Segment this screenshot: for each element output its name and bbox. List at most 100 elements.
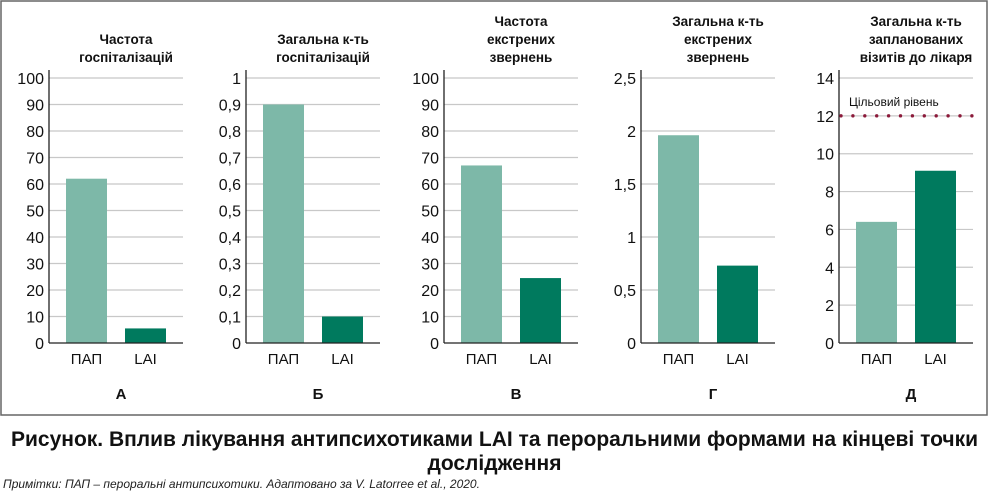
y-tick-label: 30 bbox=[421, 257, 439, 274]
panel-title-line: звернень bbox=[490, 50, 553, 65]
x-tick-label: ПАП bbox=[466, 351, 497, 368]
y-tick-label: 2 bbox=[825, 298, 834, 315]
target-dot bbox=[839, 114, 843, 118]
bar-lai bbox=[520, 278, 561, 343]
x-tick-label: LAI bbox=[726, 351, 749, 368]
y-tick-label: 70 bbox=[421, 151, 439, 168]
x-tick-label: ПАП bbox=[663, 351, 694, 368]
x-tick-label: LAI bbox=[924, 351, 947, 368]
y-tick-label: 2 bbox=[627, 124, 636, 141]
y-tick-label: 0,3 bbox=[219, 257, 241, 274]
panel-title-line: Загальна к-ть bbox=[870, 14, 962, 29]
target-dot bbox=[898, 114, 903, 118]
figure-border bbox=[0, 0, 988, 416]
y-tick-label: 0 bbox=[627, 336, 636, 353]
y-tick-label: 1 bbox=[627, 230, 636, 247]
target-dot bbox=[946, 114, 950, 118]
panel-title-line: Частота bbox=[100, 32, 153, 47]
figure-panels: Частотагоспіталізацій0102030405060708090… bbox=[0, 0, 988, 416]
y-tick-label: 20 bbox=[421, 283, 439, 300]
y-tick-label: 60 bbox=[421, 177, 439, 194]
y-tick-label: 12 bbox=[816, 109, 834, 126]
panel-letter: Б bbox=[313, 386, 324, 403]
y-tick-label: 20 bbox=[26, 283, 44, 300]
y-tick-label: 0,1 bbox=[219, 310, 241, 327]
y-tick-label: 1,5 bbox=[614, 177, 636, 194]
y-tick-label: 0 bbox=[35, 336, 44, 353]
y-tick-label: 40 bbox=[26, 230, 44, 247]
panel-title-line: Частота bbox=[495, 14, 548, 29]
target-dot bbox=[886, 114, 891, 118]
y-tick-label: 14 bbox=[816, 71, 834, 88]
bar-pap bbox=[66, 178, 107, 343]
y-tick-label: 0,4 bbox=[219, 230, 241, 247]
x-tick-label: LAI bbox=[134, 351, 157, 368]
bar-lai bbox=[717, 265, 758, 343]
panel-letter: В bbox=[511, 386, 522, 403]
y-tick-label: 10 bbox=[26, 310, 44, 327]
bar-pap bbox=[658, 135, 699, 343]
y-tick-label: 100 bbox=[412, 71, 439, 88]
y-tick-label: 80 bbox=[421, 124, 439, 141]
x-tick-label: ПАП bbox=[268, 351, 299, 368]
y-tick-label: 60 bbox=[26, 177, 44, 194]
y-tick-label: 90 bbox=[26, 98, 44, 115]
y-tick-label: 0,9 bbox=[219, 98, 241, 115]
y-tick-label: 6 bbox=[825, 222, 834, 239]
y-tick-label: 2,5 bbox=[614, 71, 636, 88]
target-dot bbox=[970, 114, 974, 118]
y-tick-label: 8 bbox=[825, 185, 834, 202]
x-tick-label: LAI bbox=[529, 351, 552, 368]
y-tick-label: 0,5 bbox=[219, 204, 241, 221]
x-tick-label: LAI bbox=[331, 351, 354, 368]
target-dot bbox=[958, 114, 962, 118]
y-tick-label: 0 bbox=[430, 336, 439, 353]
figure-note: Примітки: ПАП – пероральні антипсихотики… bbox=[3, 477, 480, 491]
bar-lai bbox=[322, 316, 363, 343]
panel-title-line: Загальна к-ть bbox=[277, 32, 369, 47]
figure-caption: Рисунок. Вплив лікування антипсихотиками… bbox=[10, 428, 978, 475]
y-tick-label: 4 bbox=[825, 260, 834, 277]
y-tick-label: 0,2 bbox=[219, 283, 241, 300]
y-tick-label: 10 bbox=[816, 147, 834, 164]
y-tick-label: 90 bbox=[421, 98, 439, 115]
bar-lai bbox=[915, 170, 956, 343]
y-tick-label: 50 bbox=[26, 204, 44, 221]
y-tick-label: 0,7 bbox=[219, 151, 241, 168]
panel-title-line: екстрених bbox=[684, 32, 752, 47]
target-label: Цільовий рівень bbox=[849, 95, 939, 109]
y-tick-label: 70 bbox=[26, 151, 44, 168]
bar-pap bbox=[856, 221, 897, 343]
target-dot bbox=[922, 114, 926, 118]
y-tick-label: 30 bbox=[26, 257, 44, 274]
y-tick-label: 1 bbox=[232, 71, 241, 88]
y-tick-label: 100 bbox=[17, 71, 44, 88]
panel-title-line: госпіталізацій bbox=[276, 50, 370, 65]
target-dot bbox=[875, 114, 879, 118]
y-tick-label: 50 bbox=[421, 204, 439, 221]
panel-title-line: звернень bbox=[687, 50, 750, 65]
panel-title-line: запланованих bbox=[869, 32, 964, 47]
bar-pap bbox=[263, 104, 304, 343]
target-dot bbox=[863, 114, 867, 118]
y-tick-label: 0,8 bbox=[219, 124, 241, 141]
x-tick-label: ПАП bbox=[71, 351, 102, 368]
x-tick-label: ПАП bbox=[861, 351, 892, 368]
bar-lai bbox=[125, 328, 166, 343]
target-dot bbox=[934, 114, 938, 118]
target-dot bbox=[910, 114, 915, 118]
y-tick-label: 0,6 bbox=[219, 177, 241, 194]
y-tick-label: 0,5 bbox=[614, 283, 636, 300]
panel-title-line: Загальна к-ть bbox=[672, 14, 764, 29]
y-tick-label: 40 bbox=[421, 230, 439, 247]
y-tick-label: 10 bbox=[421, 310, 439, 327]
y-tick-label: 0 bbox=[232, 336, 241, 353]
panel-letter: А bbox=[116, 386, 127, 403]
panel-letter: Д bbox=[906, 386, 917, 403]
bar-pap bbox=[461, 165, 502, 343]
target-dot bbox=[851, 114, 855, 118]
y-tick-label: 0 bbox=[825, 336, 834, 353]
panel-title-line: візитів до лікаря bbox=[860, 50, 973, 65]
panel-title-line: госпіталізацій bbox=[79, 50, 173, 65]
panel-title-line: екстрених bbox=[487, 32, 555, 47]
